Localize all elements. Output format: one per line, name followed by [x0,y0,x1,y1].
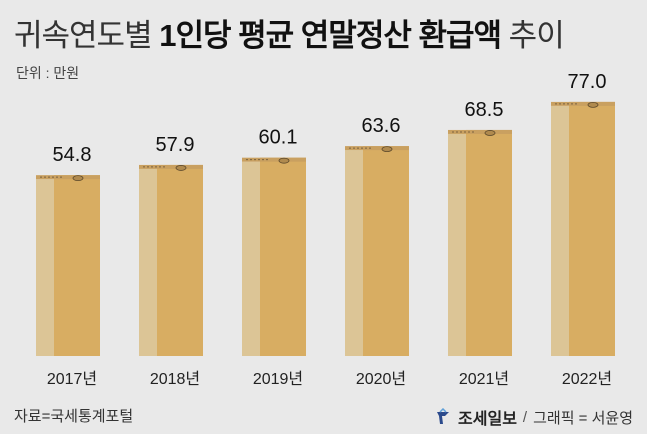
bar-side-2022년 [551,105,569,357]
graphic-credit: 그래픽 = 서윤영 [533,409,633,427]
bar-side-2021년 [448,133,466,356]
category-label-2022년: 2022년 [562,370,612,388]
source-label: 자료=국세통계포털 [14,408,134,425]
bar-2018년 [157,164,203,356]
bar-label-sticker-2019년 [278,157,290,164]
value-label-2020년: 63.6 [362,115,401,137]
bar-label-sticker-2022년 [587,102,599,108]
bar-2017년 [54,175,100,356]
bar-top-2017년 [36,175,100,180]
title-suffix: 추이 [508,18,565,53]
category-label-2019년: 2019년 [253,370,303,388]
bar-2020년 [363,146,409,356]
value-label-2019년: 60.1 [259,127,298,149]
bar-label-sticker-2018년 [175,165,187,171]
bar-label-sticker-2017년 [72,175,84,182]
bar-side-2019년 [242,161,260,356]
credit-area: 조세일보 / 그래픽 = 서윤영 [434,405,633,429]
bar-top-2021년 [448,129,512,134]
bar-side-2020년 [345,150,363,356]
unit-label: 단위 : 만원 [16,65,80,81]
bar-side-2017년 [36,179,54,356]
brand-name: 조세일보 [458,411,517,428]
credit-separator: / [522,408,528,426]
bar-top-2022년 [551,101,615,106]
bar-top-2019년 [242,157,306,162]
bar-top-2020년 [345,146,409,151]
chart-title: 귀속연도별 1인당 평균 연말정산 환급액 추이 [14,10,565,55]
bar-2022년 [569,101,615,357]
bar-label-sticker-2020년 [381,146,393,153]
value-label-2021년: 68.5 [465,99,504,121]
bar-2019년 [260,157,306,356]
category-label-2018년: 2018년 [150,370,200,388]
category-label-2021년: 2021년 [459,370,509,388]
bar-top-2018년 [139,164,203,169]
value-label-2022년: 77.0 [568,71,607,93]
title-prefix: 귀속연도별 [14,18,153,53]
title-main: 1인당 평균 연말정산 환급액 [159,18,502,53]
bar-2021년 [466,129,512,356]
bar-side-2018년 [139,168,157,356]
category-label-2020년: 2020년 [356,370,406,388]
category-label-2017년: 2017년 [47,370,97,388]
value-label-2018년: 57.9 [156,134,195,156]
value-label-2017년: 54.8 [53,144,92,166]
brand-logo-icon [437,408,450,424]
bar-label-sticker-2021년 [484,130,496,136]
